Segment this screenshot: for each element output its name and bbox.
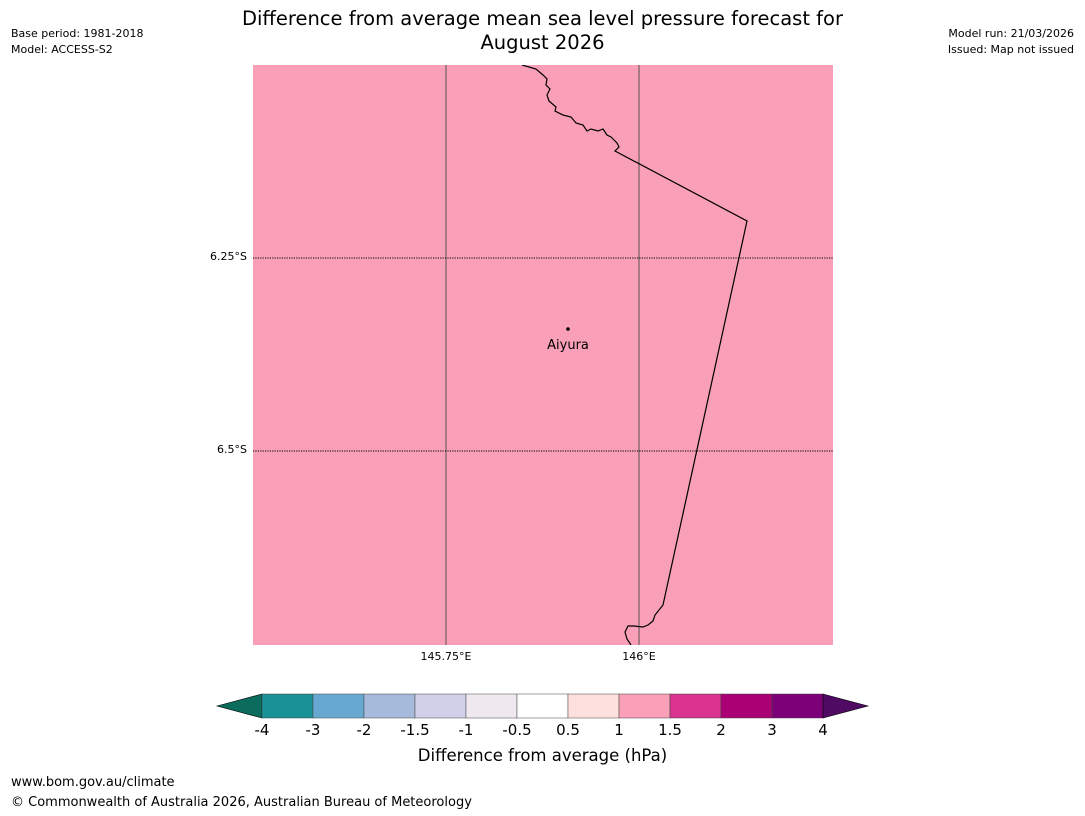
colorbar-tick-11: 4: [818, 721, 828, 739]
colorbar-under-arrow: [215, 693, 263, 719]
colorbar-segment-1: [312, 693, 365, 719]
lon-label-146: 146°E: [622, 650, 656, 663]
colorbar-segment-9: [720, 693, 773, 719]
colorbar-segment-5: [516, 693, 569, 719]
map-canvas: Aiyura: [253, 65, 833, 645]
meta-left: Base period: 1981-2018 Model: ACCESS-S2: [11, 26, 143, 58]
colorbar-segment-3: [414, 693, 467, 719]
colorbar-segment-7: [618, 693, 671, 719]
base-period-text: Base period: 1981-2018: [11, 27, 144, 40]
colorbar-tick-3: -1.5: [400, 721, 430, 739]
colorbar-segment-8: [669, 693, 722, 719]
colorbar-tick-4: -1: [458, 721, 474, 739]
aiyura-label: Aiyura: [547, 338, 589, 353]
colorbar-tick-9: 2: [716, 721, 726, 739]
colorbar-tick-6: 0.5: [556, 721, 580, 739]
footer-copyright: © Commonwealth of Australia 2026, Austra…: [11, 795, 472, 810]
map-title: Difference from average mean sea level p…: [200, 7, 885, 55]
colorbar-tick-0: -4: [254, 721, 270, 739]
model-text: Model: ACCESS-S2: [11, 43, 113, 56]
title-line-1: Difference from average mean sea level p…: [242, 7, 843, 30]
issued-text: Issued: Map not issued: [947, 43, 1074, 56]
colorbar: [215, 693, 870, 719]
model-run-text: Model run: 21/03/2026: [948, 27, 1074, 40]
colorbar-segment-0: [261, 693, 314, 719]
colorbar-tick-10: 3: [767, 721, 777, 739]
colorbar-segment-2: [363, 693, 416, 719]
colorbar-segments: [261, 693, 824, 719]
colorbar-segment-10: [771, 693, 824, 719]
border-line: [521, 65, 748, 645]
colorbar-tick-2: -2: [356, 721, 372, 739]
colorbar-label: Difference from average (hPa): [417, 746, 668, 765]
lat-label-6-25: 6.25°S: [210, 250, 247, 263]
aiyura-marker: [566, 327, 570, 331]
colorbar-tick-1: -3: [305, 721, 321, 739]
footer-url[interactable]: www.bom.gov.au/climate: [11, 775, 175, 790]
lon-label-145-75: 145.75°E: [420, 650, 472, 663]
colorbar-segment-4: [465, 693, 518, 719]
meta-right: Model run: 21/03/2026 Issued: Map not is…: [948, 26, 1074, 58]
title-line-2: August 2026: [480, 31, 605, 54]
colorbar-segment-6: [567, 693, 620, 719]
lat-label-6-5: 6.5°S: [217, 443, 247, 456]
map-panel: Aiyura: [253, 65, 833, 645]
colorbar-tick-8: 1.5: [658, 721, 682, 739]
colorbar-over-arrow: [822, 693, 870, 719]
colorbar-tick-7: 1: [614, 721, 624, 739]
colorbar-ticks: -4 -3 -2 -1.5 -1 -0.5 0.5 1 1.5 2 3 4: [0, 720, 1085, 740]
colorbar-tick-5: -0.5: [502, 721, 532, 739]
